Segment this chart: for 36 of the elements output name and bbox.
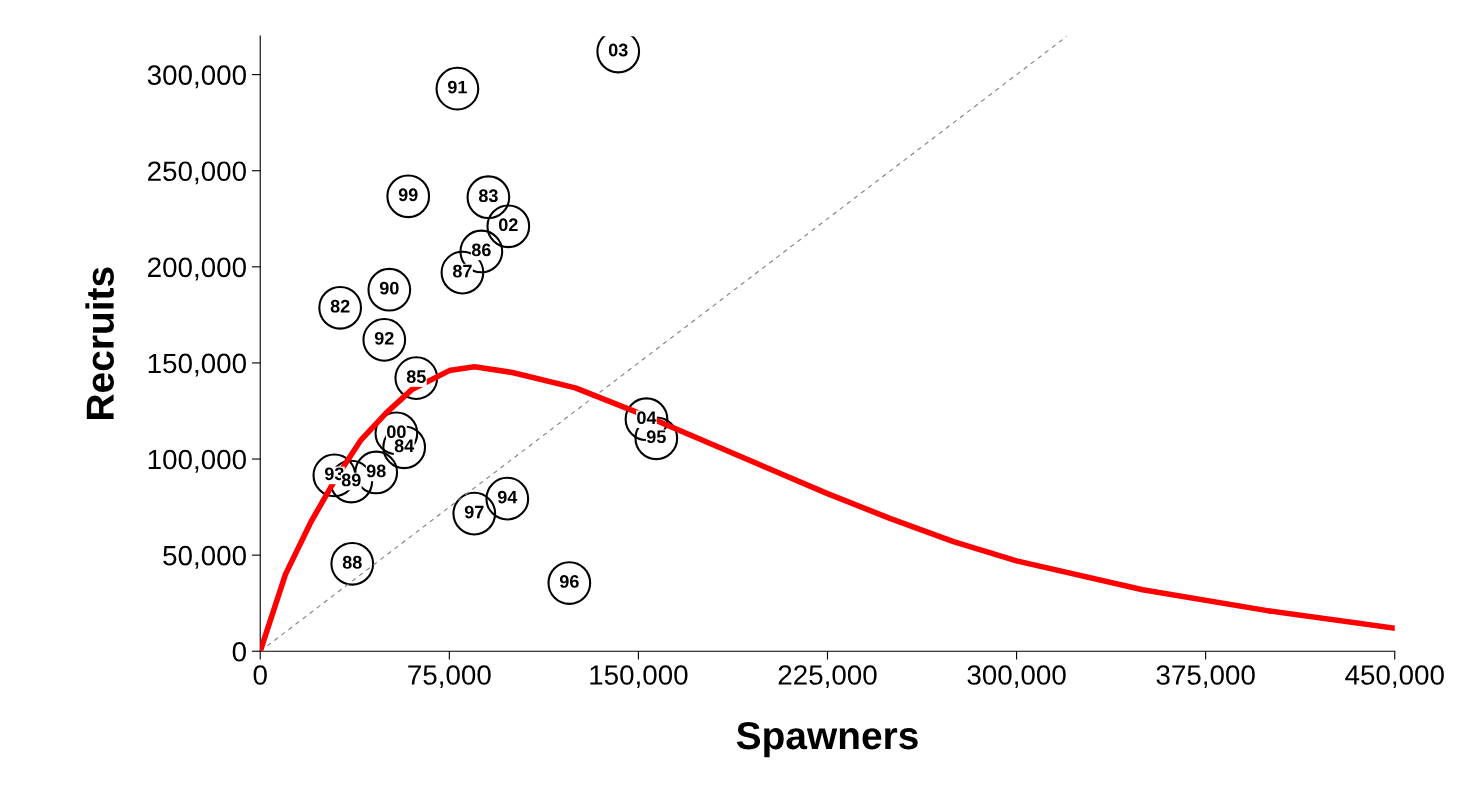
annotation: 96	[559, 575, 579, 588]
annotation: 87	[452, 264, 472, 278]
annotation: 82	[330, 299, 350, 313]
annotation: 84	[394, 439, 415, 453]
x-axis-title: Spawners	[736, 721, 918, 758]
y-tick-label: 100,000	[148, 449, 246, 473]
annotation: 90	[379, 281, 399, 295]
x-tick-label: 0	[253, 665, 267, 685]
x-tick-label: 450,000	[1345, 665, 1444, 689]
y-tick-label: 50,000	[163, 545, 246, 569]
annotation: 88	[342, 555, 362, 569]
x-tick-label: 75,000	[408, 665, 491, 689]
annotation: 91	[447, 80, 467, 94]
annotation: 99	[398, 188, 418, 202]
annotation: 94	[497, 490, 518, 504]
x-tick-label: 225,000	[778, 665, 877, 689]
annotation: 98	[366, 464, 386, 478]
annotation: 85	[406, 370, 426, 383]
x-tick-label: 150,000	[590, 665, 688, 689]
y-axis-title: Recruits	[85, 267, 114, 419]
annotation: 02	[498, 218, 518, 232]
annotation: 92	[374, 331, 394, 345]
annotation: 83	[478, 189, 498, 203]
y-tick-label: 200,000	[148, 257, 246, 281]
y-tick-label: 0	[232, 641, 246, 662]
x-tick-label: 300,000	[967, 665, 1066, 689]
y-tick-label: 300,000	[147, 65, 246, 89]
annotation: 95	[646, 430, 666, 444]
x-tick-label: 375,000	[1156, 665, 1255, 689]
annotation: 00	[387, 425, 406, 439]
annotation: 04	[637, 411, 657, 425]
annotation: 86	[471, 243, 491, 257]
y-tick-label: 250,000	[148, 161, 246, 185]
y-tick-label: 150,000	[148, 353, 246, 377]
annotation: 97	[464, 505, 484, 519]
annotation: 03	[608, 43, 628, 57]
